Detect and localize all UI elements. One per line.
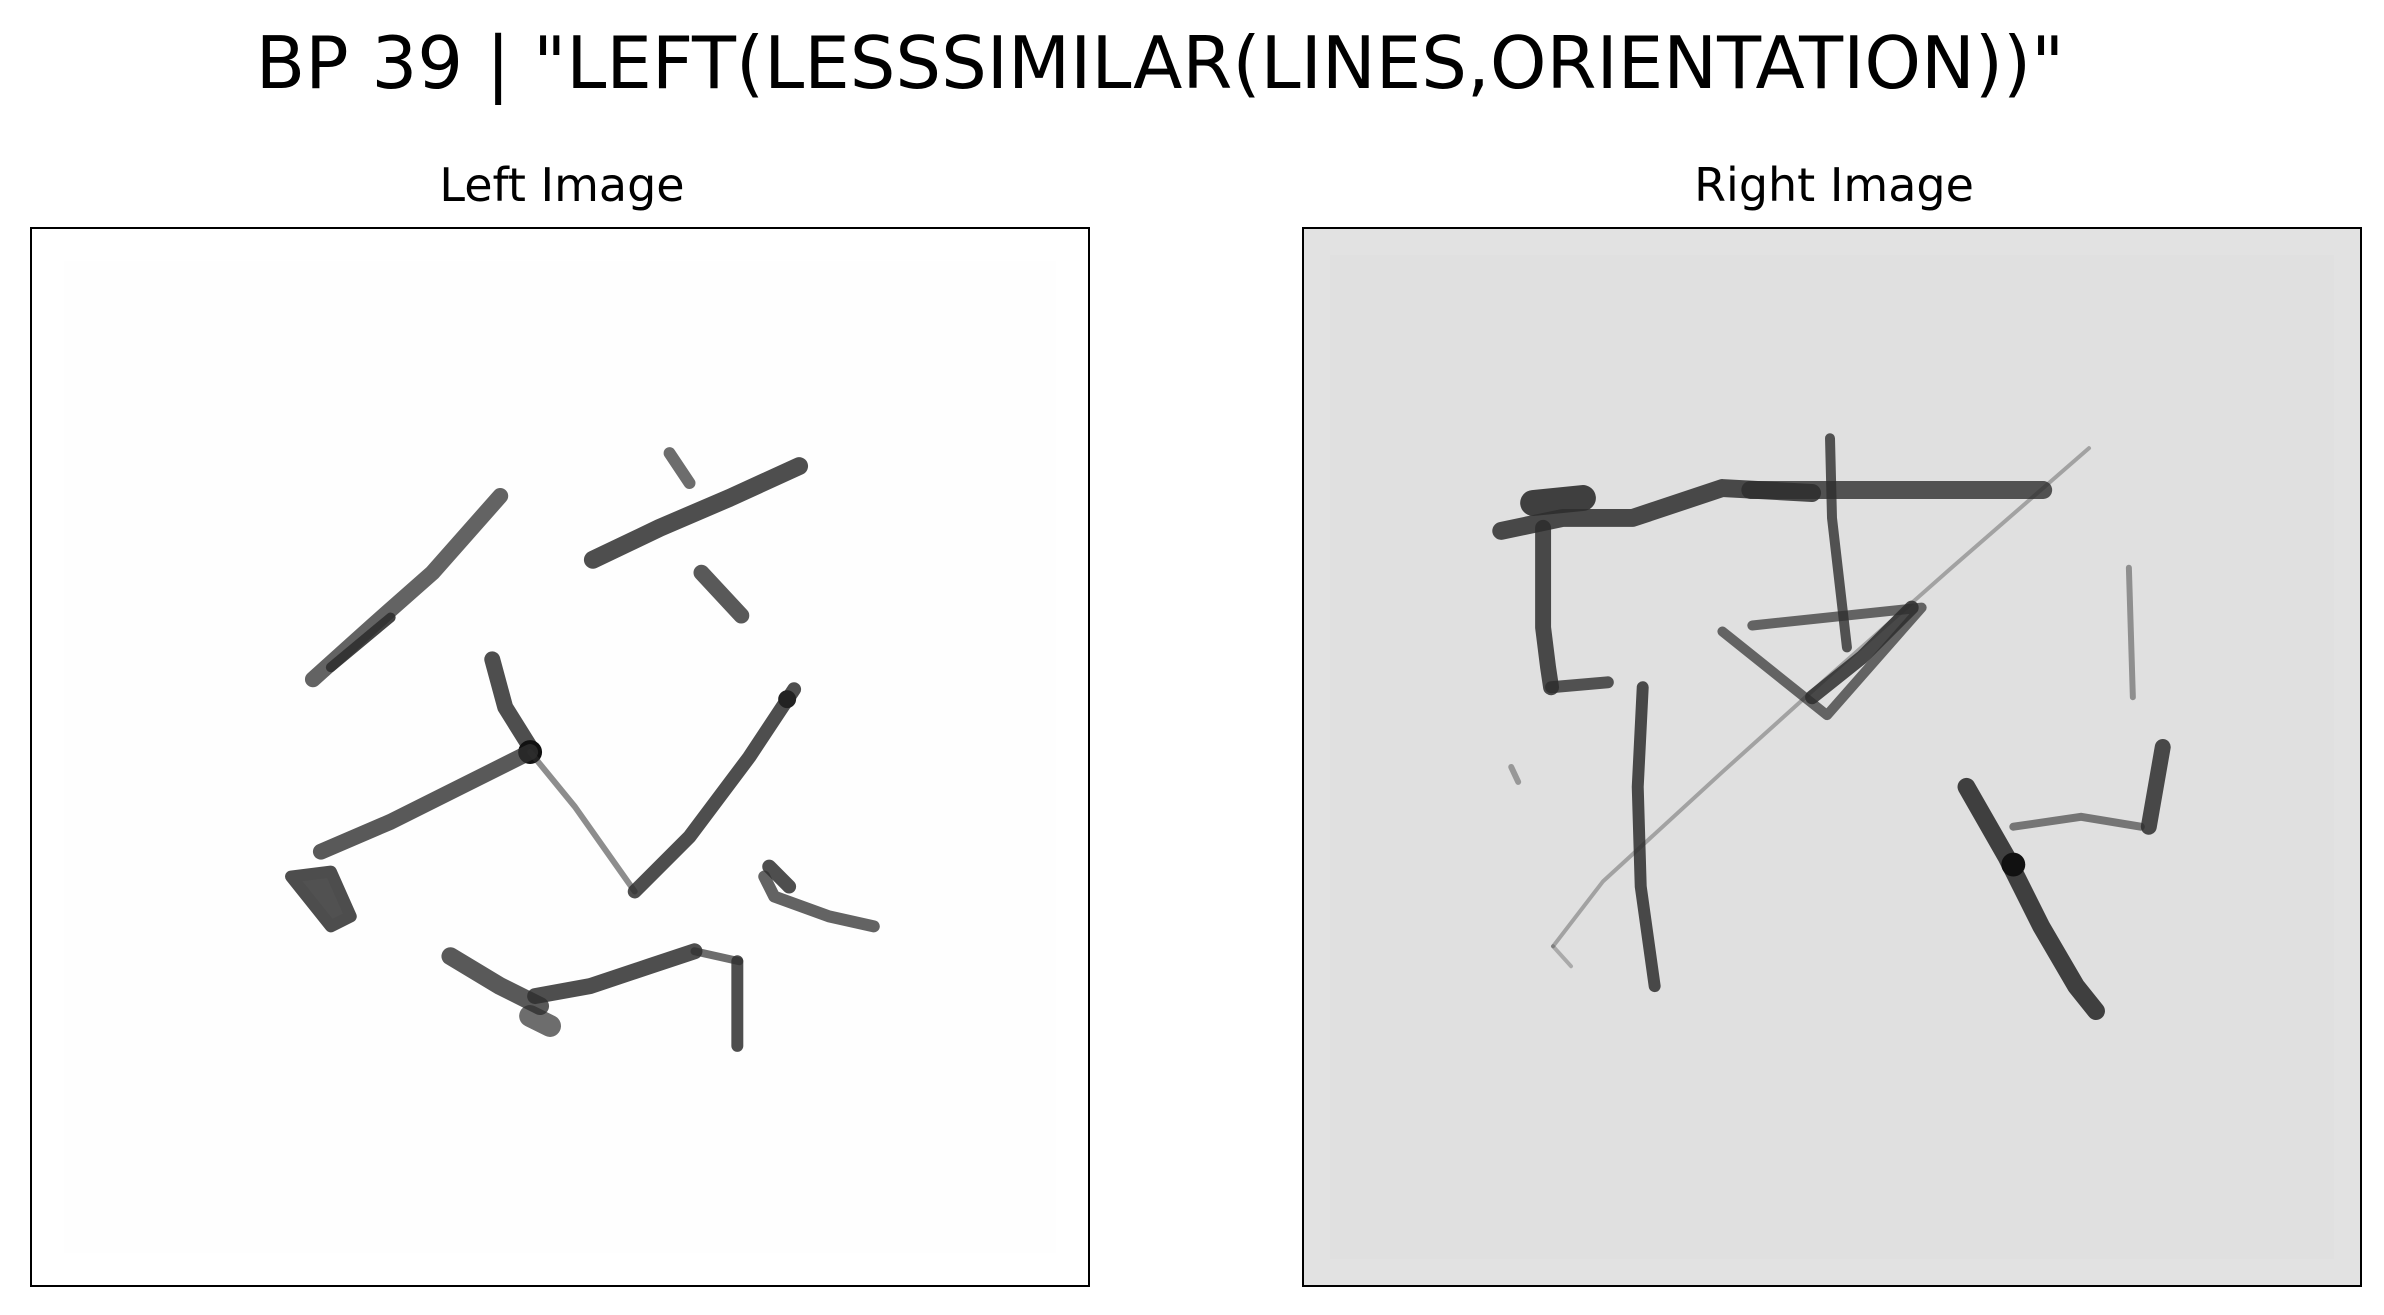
stroke-6 — [285, 865, 357, 933]
stroke-6 — [1717, 602, 1927, 721]
stroke-3 — [1825, 433, 1852, 653]
stroke-4 — [312, 744, 539, 860]
left-image-panel — [30, 227, 1090, 1287]
stroke-5 — [1631, 681, 1661, 993]
stroke-2 — [583, 457, 809, 569]
stroke-7 — [441, 947, 550, 1016]
figure-title: BP 39 | "LEFT(LESSSIMILAR(LINES,ORIENTAT… — [255, 21, 2065, 105]
stroke-8 — [2125, 564, 2136, 701]
left-panel-title: Left Image — [439, 158, 685, 212]
stroke-4 — [1535, 519, 1560, 696]
stroke-3 — [484, 651, 539, 756]
stroke-7 — [1551, 446, 2092, 949]
right-panel-title: Right Image — [1694, 158, 1974, 212]
stroke-9 — [1957, 777, 2105, 1021]
stroke-5 — [627, 682, 802, 899]
stroke-10 — [2009, 812, 2145, 831]
left-image-drawing — [32, 229, 1088, 1285]
right-image-panel — [1302, 227, 2362, 1287]
stroke-9 — [758, 870, 880, 933]
right-image-drawing — [1304, 229, 2360, 1285]
